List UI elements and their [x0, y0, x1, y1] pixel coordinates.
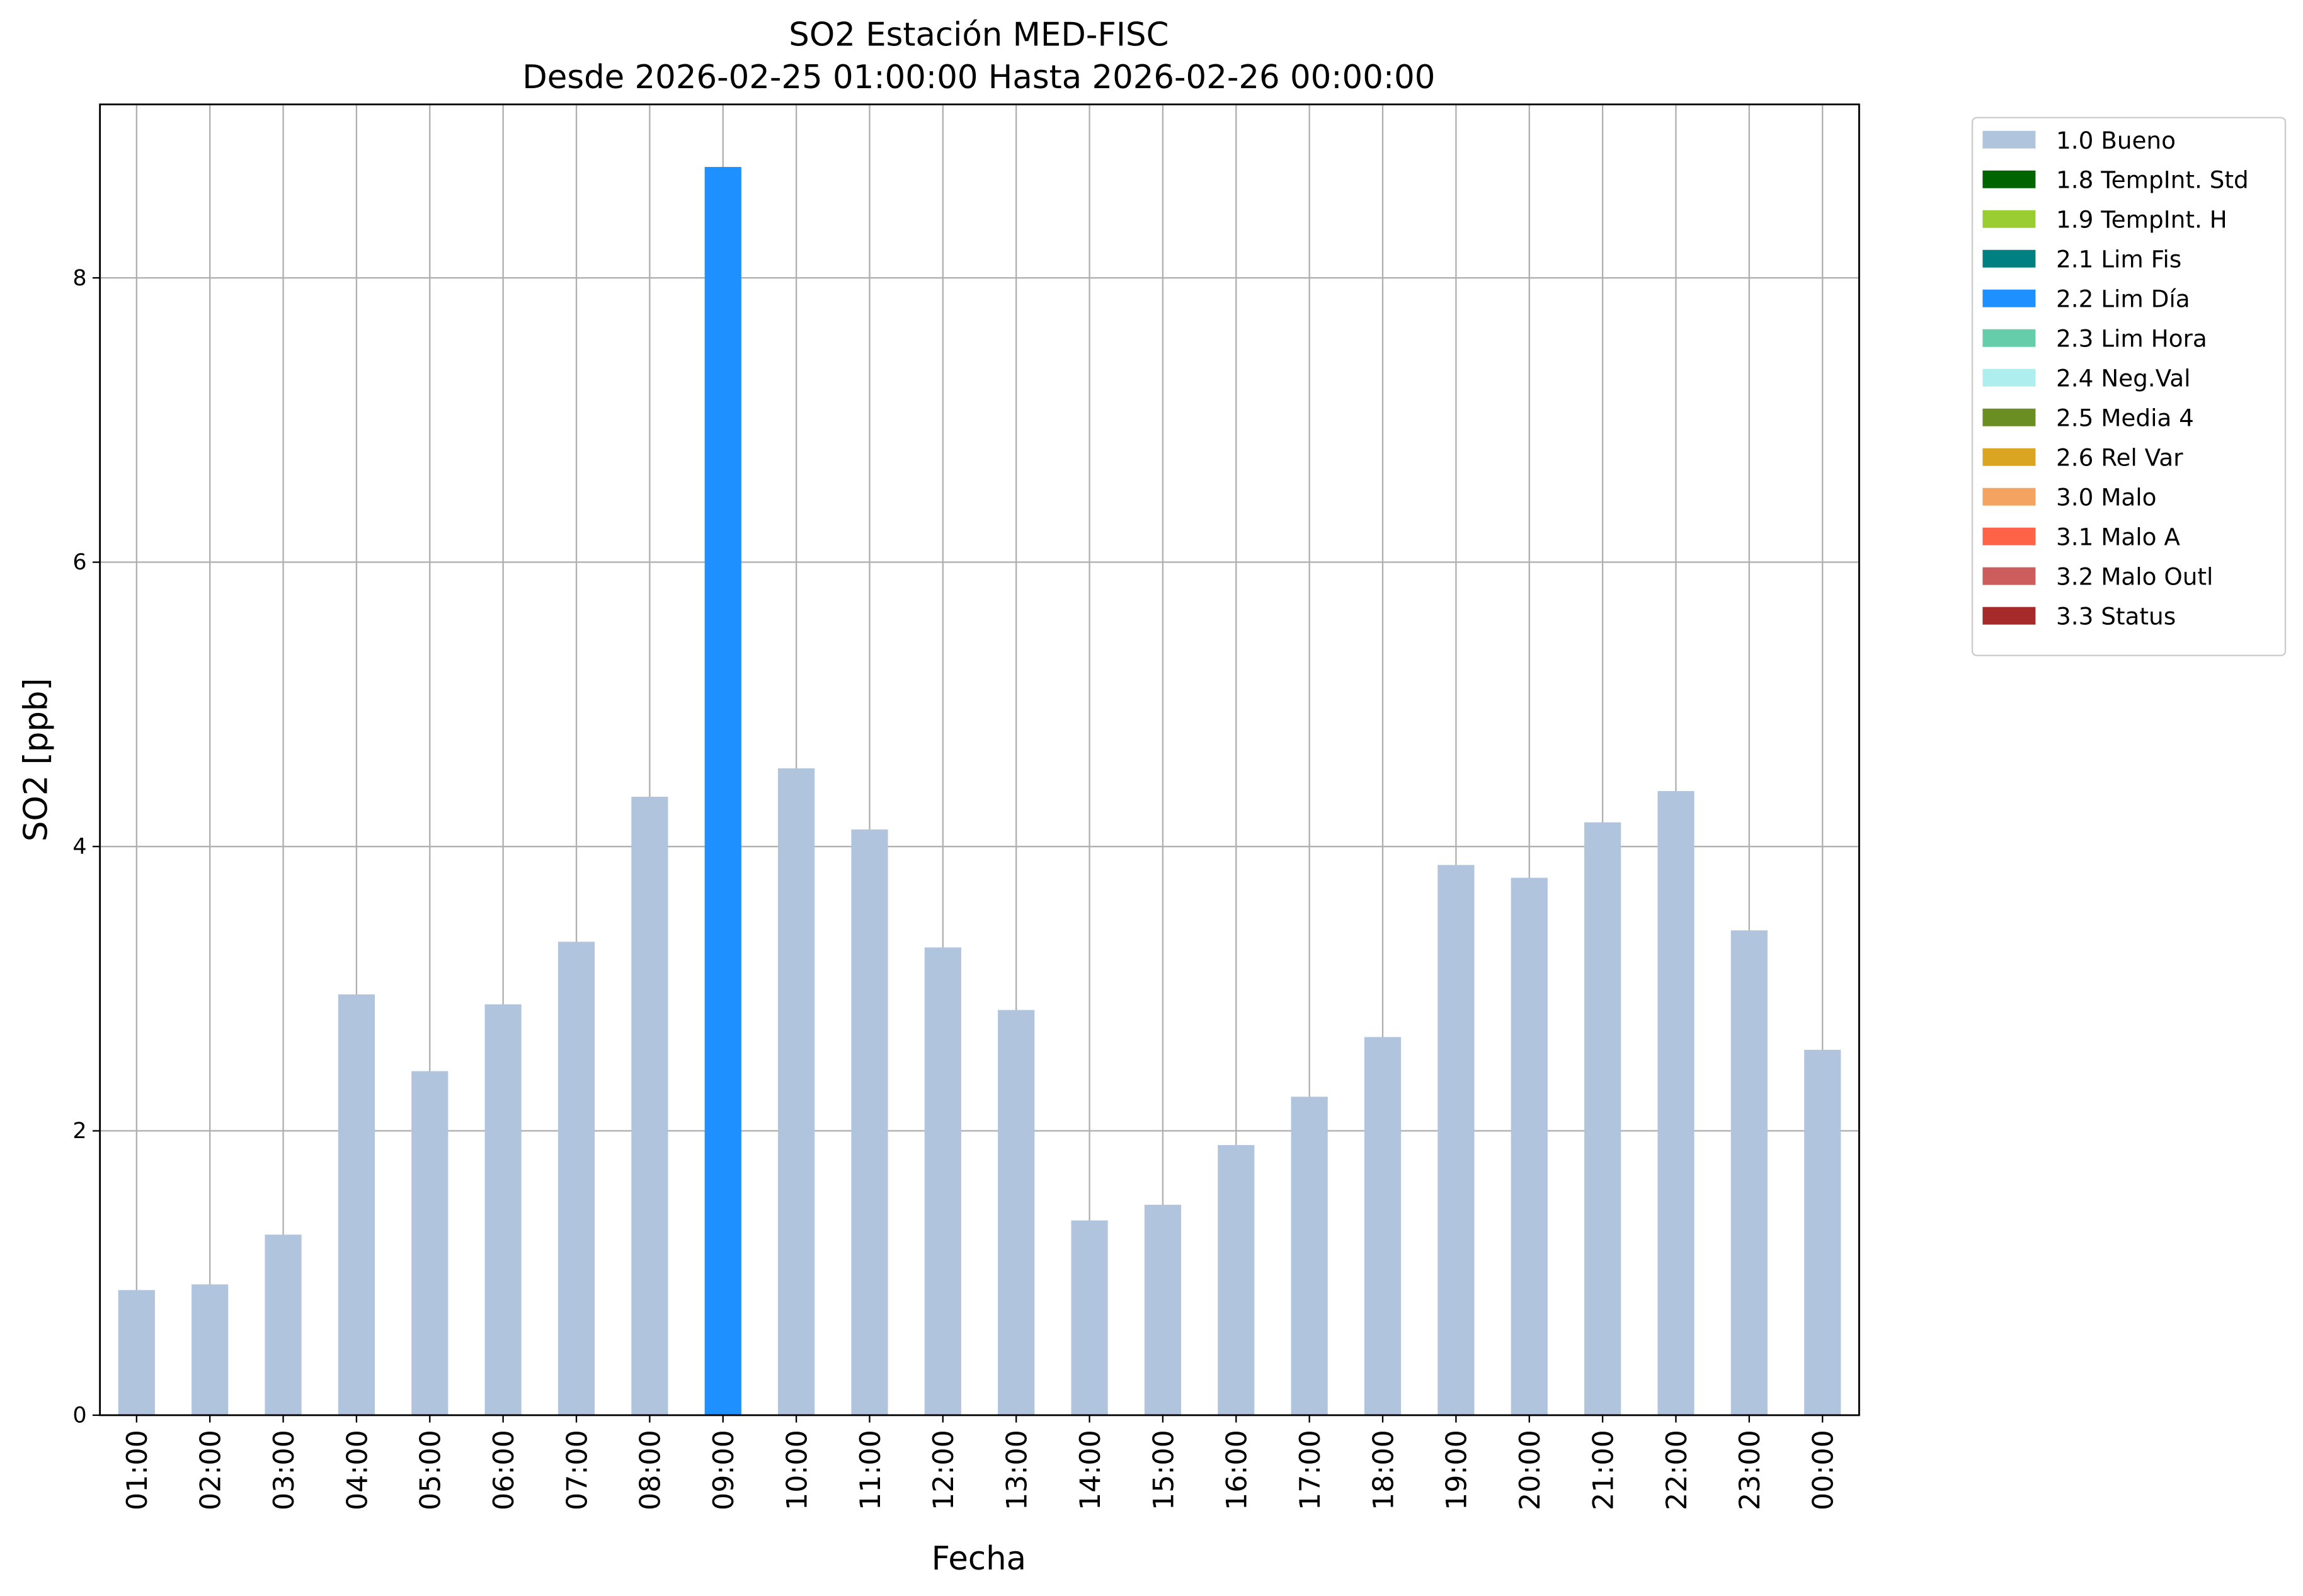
bar [998, 1010, 1035, 1415]
bar [1657, 790, 1694, 1415]
legend-label: 2.3 Lim Hora [2056, 325, 2207, 353]
bar [484, 1004, 522, 1415]
chart-subtitle: Desde 2026-02-25 01:00:00 Hasta 2026-02-… [522, 59, 1435, 96]
bar [118, 1290, 155, 1415]
x-tick-label: 11:00 [855, 1430, 887, 1510]
bar [924, 947, 961, 1415]
x-tick-label: 21:00 [1587, 1430, 1620, 1510]
legend-swatch [1982, 130, 2036, 149]
x-tick-label: 16:00 [1221, 1430, 1254, 1510]
x-axis-label: Fecha [932, 1540, 1026, 1578]
bar [338, 994, 375, 1415]
bar [557, 942, 595, 1415]
bar [1364, 1037, 1402, 1415]
legend-swatch [1982, 368, 2036, 387]
y-tick-label: 4 [72, 835, 86, 860]
x-tick-label: 09:00 [708, 1430, 740, 1510]
legend-label: 3.0 Malo [2056, 484, 2156, 511]
bar [1218, 1145, 1255, 1415]
legend-swatch [1982, 329, 2036, 347]
chart-title: SO2 Estación MED-FISC [789, 16, 1169, 54]
legend-swatch [1982, 487, 2036, 506]
legend-label: 2.6 Rel Var [2056, 444, 2183, 472]
x-tick-label: 07:00 [561, 1430, 593, 1510]
legend-swatch [1982, 170, 2036, 188]
legend-box [1971, 117, 2287, 656]
x-tick-label: 15:00 [1148, 1430, 1180, 1510]
legend-label: 2.2 Lim Día [2056, 285, 2190, 313]
bar [1511, 877, 1548, 1415]
legend-swatch [1982, 607, 2036, 625]
y-tick-label: 2 [72, 1119, 86, 1144]
x-tick-label: 13:00 [1002, 1430, 1034, 1510]
bar [778, 768, 815, 1415]
legend-swatch [1982, 249, 2036, 268]
legend-label: 2.1 Lim Fis [2056, 246, 2181, 273]
legend-label: 1.0 Bueno [2056, 127, 2176, 154]
legend-swatch [1982, 567, 2036, 585]
legend-label: 2.4 Neg.Val [2056, 365, 2190, 392]
bar [1291, 1097, 1328, 1415]
bar [704, 167, 741, 1415]
legend-label: 3.3 Status [2056, 603, 2176, 630]
bar [1730, 930, 1768, 1415]
legend-label: 1.9 TempInt. H [2056, 206, 2227, 234]
legend-swatch [1982, 210, 2036, 228]
legend-label: 1.8 TempInt. Std [2056, 166, 2249, 194]
y-axis-label: SO2 [ppb] [18, 678, 55, 842]
x-tick-label: 14:00 [1075, 1430, 1107, 1510]
bar [631, 797, 668, 1415]
bar [1071, 1220, 1108, 1415]
x-tick-label: 06:00 [488, 1430, 520, 1510]
x-tick-label: 23:00 [1734, 1430, 1766, 1510]
x-tick-label: 08:00 [635, 1430, 667, 1510]
bar [1584, 822, 1621, 1415]
bar [1144, 1204, 1182, 1415]
x-tick-label: 02:00 [195, 1430, 227, 1510]
x-tick-label: 01:00 [122, 1430, 154, 1510]
x-tick-label: 22:00 [1661, 1430, 1693, 1510]
legend-label: 3.1 Malo A [2056, 523, 2180, 551]
legend-label: 2.5 Media 4 [2056, 404, 2194, 432]
legend-swatch [1982, 527, 2036, 545]
y-tick-label: 0 [72, 1403, 86, 1428]
legend-swatch [1982, 448, 2036, 466]
x-tick-label: 18:00 [1368, 1430, 1400, 1510]
x-tick-label: 03:00 [268, 1430, 300, 1510]
x-tick-label: 12:00 [928, 1430, 960, 1510]
legend-swatch [1982, 408, 2036, 426]
x-tick-label: 10:00 [781, 1430, 813, 1510]
x-tick-label: 17:00 [1294, 1430, 1327, 1510]
bar [265, 1234, 302, 1415]
bar [411, 1071, 449, 1415]
x-tick-label: 05:00 [415, 1430, 447, 1510]
plot-frame [99, 103, 1860, 1416]
y-tick-label: 6 [72, 550, 86, 575]
legend-swatch [1982, 289, 2036, 307]
y-tick-label: 8 [72, 266, 86, 291]
x-tick-label: 00:00 [1808, 1430, 1840, 1510]
bar [1804, 1049, 1841, 1415]
legend-label: 3.2 Malo Outl [2056, 563, 2213, 591]
bar [851, 829, 888, 1415]
x-tick-label: 20:00 [1514, 1430, 1546, 1510]
x-tick-label: 04:00 [341, 1430, 374, 1510]
bar [191, 1284, 229, 1415]
bar [1437, 865, 1475, 1415]
x-tick-label: 19:00 [1441, 1430, 1473, 1510]
